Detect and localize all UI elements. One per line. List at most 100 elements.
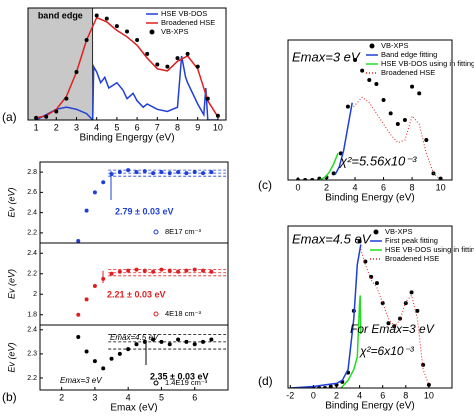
x-axis-label: Binding Energy (eV) <box>325 401 415 412</box>
annotation: χ²=6x10⁻³ <box>359 344 415 358</box>
plot-frame <box>287 225 453 389</box>
legend-label: Broadened HSE <box>381 68 435 77</box>
data-point <box>205 96 210 101</box>
band-edge-label: band edge <box>38 10 83 20</box>
x-tick-label: -2 <box>286 390 294 400</box>
x-tick-label: 1 <box>34 122 39 132</box>
data-point <box>374 82 379 86</box>
panel: 2.35 ± 0.03 eV1.4E19 cm⁻³ 2 3 4 5 6 2.2 2.3 2.4 E… <box>2 324 229 414</box>
legend-marker <box>153 380 159 386</box>
data-point <box>176 170 181 175</box>
data-point <box>117 351 122 356</box>
data-point <box>192 170 197 175</box>
data-point <box>134 170 139 175</box>
data-point <box>395 122 400 126</box>
data-point <box>176 337 181 342</box>
y-tick-label: 2.8 <box>27 169 37 176</box>
data-point <box>184 339 189 344</box>
data-point <box>104 16 109 21</box>
y-tick-label: 1.8 <box>27 312 37 319</box>
x-tick-label: 8 <box>410 182 415 192</box>
x-tick-label: 2 <box>324 182 329 192</box>
data-point <box>175 56 180 61</box>
x-tick-label: 5 <box>159 392 164 402</box>
data-point <box>74 70 79 74</box>
legend-label: VB-XPS <box>161 27 189 36</box>
data-point <box>159 339 164 344</box>
series-line <box>35 55 218 120</box>
panel-label: (a) <box>2 110 17 124</box>
y-tick-label: 2.4 <box>27 250 37 257</box>
y-tick-label: 2 <box>33 291 37 298</box>
plot-frame <box>39 324 229 391</box>
y-axis-label: Ev (eV) <box>6 269 16 299</box>
data-point <box>345 104 350 109</box>
y-tick-label: 2.2 <box>27 230 37 237</box>
y-tick-label: 2.3 <box>27 351 37 358</box>
data-point <box>167 268 172 273</box>
data-point <box>424 138 429 142</box>
data-point <box>101 180 106 185</box>
data-point <box>192 267 197 272</box>
x-tick-label: 9 <box>195 122 200 132</box>
data-point <box>402 118 407 122</box>
data-point <box>417 91 422 96</box>
x-tick-label: 4 <box>126 392 131 402</box>
x-tick-label: 10 <box>436 182 446 192</box>
data-point <box>388 111 393 116</box>
data-point <box>151 171 156 176</box>
data-point <box>109 271 114 276</box>
legend-label: VB-XPS <box>381 41 409 50</box>
x-tick-label: 10 <box>424 390 434 400</box>
data-point <box>201 339 206 344</box>
data-point <box>421 362 426 367</box>
data-point <box>84 208 89 213</box>
data-point <box>165 64 170 69</box>
legend-label: 8E17 cm⁻³ <box>165 227 202 236</box>
annotation: χ²=5.56x10⁻³ <box>339 153 417 168</box>
data-point <box>209 269 214 274</box>
annotation: For Emax=3 eV <box>350 322 435 336</box>
series-line <box>290 244 362 388</box>
plot-area <box>76 168 226 243</box>
series-line <box>35 16 219 119</box>
data-point <box>415 308 420 313</box>
legend-label: HSE VB-DOS <box>161 9 207 18</box>
series-line <box>353 96 441 180</box>
legend-label: Broadened HSE <box>385 254 439 263</box>
data-point <box>381 98 386 102</box>
data-point <box>209 337 214 342</box>
series-line <box>340 295 362 388</box>
data-point <box>76 335 81 340</box>
plot-frame <box>27 7 227 121</box>
y-tick-label: 2.6 <box>27 189 37 196</box>
data-point <box>360 68 365 73</box>
data-point <box>114 24 119 29</box>
legend-marker <box>369 43 375 49</box>
data-point <box>367 78 372 82</box>
data-point <box>151 337 156 342</box>
x-tick-label: 2 <box>54 122 59 132</box>
legend-label: Broadened HSE <box>161 18 215 27</box>
x-tick-label: 4 <box>94 122 99 132</box>
y-axis-label: Ev (eV) <box>6 342 16 372</box>
plot-frame <box>287 39 453 181</box>
data-point <box>92 190 97 195</box>
data-point <box>117 170 122 175</box>
legend-marker <box>373 229 379 235</box>
legend-label: First peak fitting <box>385 236 438 245</box>
data-point <box>135 38 140 42</box>
data-point <box>142 268 147 273</box>
x-tick-label: 4 <box>353 182 358 192</box>
x-tick-label: 2 <box>59 392 64 402</box>
data-point <box>195 64 200 69</box>
legend-label: HSE VB-DOS using in fitting <box>385 245 474 254</box>
data-point <box>159 170 164 175</box>
data-point <box>338 151 343 156</box>
data-point <box>167 171 172 176</box>
data-point <box>125 29 129 34</box>
